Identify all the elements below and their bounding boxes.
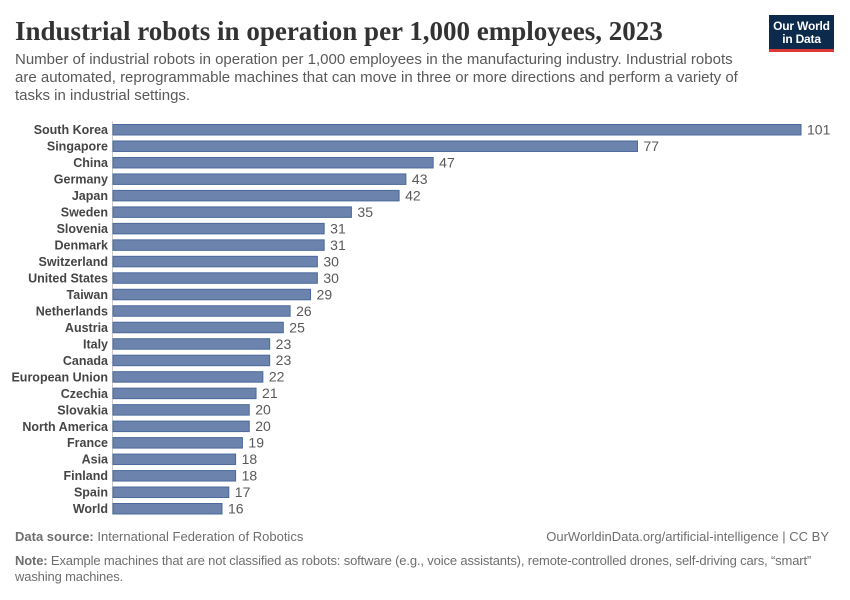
svg-text:Germany: Germany (54, 173, 108, 187)
svg-text:World: World (73, 502, 108, 516)
svg-text:18: 18 (242, 451, 258, 467)
svg-text:South Korea: South Korea (34, 123, 109, 137)
svg-text:25: 25 (289, 319, 305, 335)
svg-text:35: 35 (357, 204, 373, 220)
svg-text:20: 20 (255, 418, 271, 434)
svg-text:18: 18 (242, 468, 258, 484)
svg-text:Slovenia: Slovenia (57, 222, 109, 236)
svg-text:China: China (73, 156, 109, 170)
svg-text:23: 23 (276, 336, 292, 352)
svg-text:77: 77 (644, 138, 660, 154)
svg-text:29: 29 (317, 286, 333, 302)
svg-text:Singapore: Singapore (47, 140, 108, 154)
svg-text:Finland: Finland (64, 469, 108, 483)
svg-text:17: 17 (235, 484, 251, 500)
svg-text:Slovakia: Slovakia (57, 403, 109, 417)
svg-text:Switzerland: Switzerland (39, 255, 108, 269)
svg-text:Asia: Asia (82, 453, 109, 467)
svg-text:France: France (67, 436, 108, 450)
svg-text:30: 30 (323, 253, 339, 269)
svg-text:19: 19 (248, 435, 264, 451)
svg-text:Denmark: Denmark (55, 239, 109, 253)
svg-text:Spain: Spain (74, 486, 108, 500)
svg-text:22: 22 (269, 369, 285, 385)
svg-text:Canada: Canada (63, 354, 109, 368)
svg-text:Taiwan: Taiwan (67, 288, 108, 302)
svg-text:Sweden: Sweden (61, 206, 108, 220)
svg-text:42: 42 (405, 187, 421, 203)
svg-text:23: 23 (276, 352, 292, 368)
svg-text:Austria: Austria (65, 321, 109, 335)
svg-text:European Union: European Union (11, 370, 108, 384)
svg-text:Czechia: Czechia (61, 387, 109, 401)
svg-text:31: 31 (330, 220, 346, 236)
svg-text:United States: United States (28, 271, 108, 285)
svg-text:47: 47 (439, 155, 455, 171)
svg-text:16: 16 (228, 501, 244, 517)
svg-text:North America: North America (22, 420, 109, 434)
svg-text:Netherlands: Netherlands (36, 304, 108, 318)
svg-text:21: 21 (262, 385, 278, 401)
svg-text:Italy: Italy (83, 337, 108, 351)
svg-text:101: 101 (807, 122, 831, 138)
svg-text:43: 43 (412, 171, 428, 187)
svg-text:26: 26 (296, 303, 312, 319)
svg-text:31: 31 (330, 237, 346, 253)
svg-text:30: 30 (323, 270, 339, 286)
svg-text:20: 20 (255, 402, 271, 418)
svg-text:Japan: Japan (72, 189, 108, 203)
